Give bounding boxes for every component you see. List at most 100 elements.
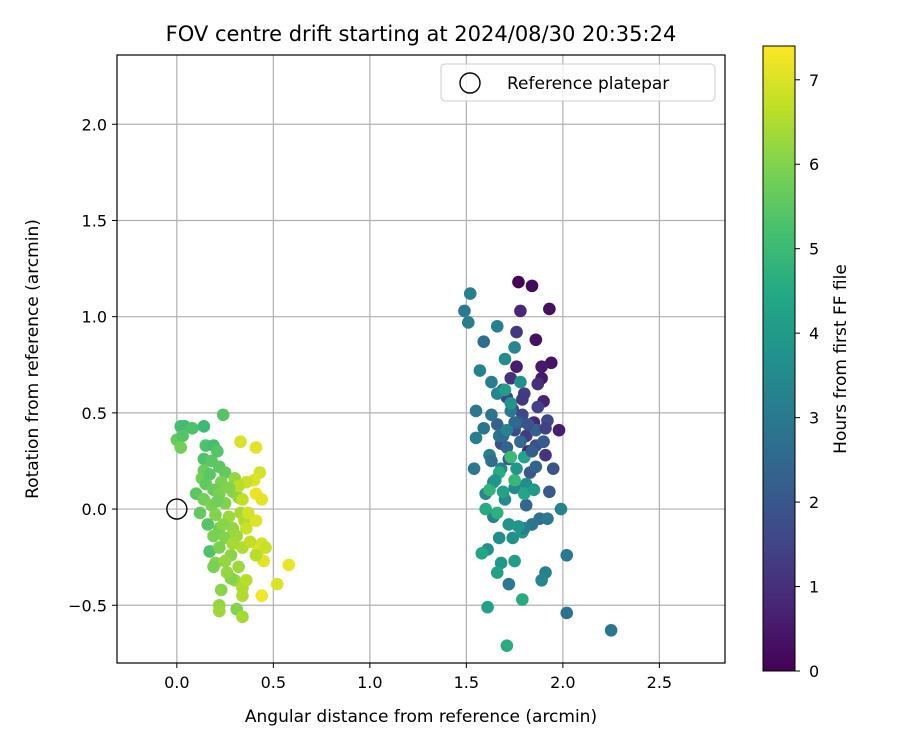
data-point xyxy=(517,487,531,500)
data-point xyxy=(496,485,510,499)
chart-title: FOV centre drift starting at 2024/08/30 … xyxy=(166,22,677,46)
data-point xyxy=(218,466,232,479)
data-point xyxy=(207,560,220,574)
data-point xyxy=(232,560,245,574)
data-point xyxy=(492,531,506,545)
data-point xyxy=(508,473,521,487)
data-point xyxy=(560,606,574,620)
data-point xyxy=(259,541,272,554)
data-point xyxy=(500,423,514,437)
data-point xyxy=(512,520,525,533)
data-point xyxy=(255,493,269,506)
data-point xyxy=(174,441,187,454)
data-point xyxy=(197,420,211,433)
data-point xyxy=(236,493,249,506)
data-point xyxy=(514,304,527,318)
data-point xyxy=(506,531,519,545)
data-point xyxy=(498,352,512,366)
y-axis-label: Rotation from reference (arcmin) xyxy=(23,219,43,499)
data-point xyxy=(236,589,249,602)
reference-platepar-marker xyxy=(166,498,188,520)
data-point xyxy=(241,506,255,520)
data-point xyxy=(479,502,492,516)
legend: Reference platepar xyxy=(440,63,716,102)
data-point xyxy=(467,462,481,475)
y-tick-label: 1.0 xyxy=(82,308,107,327)
data-point xyxy=(552,423,566,437)
data-point xyxy=(207,529,220,543)
colorbar: 0 1 2 3 4 5 6 7 Hours from first FF file xyxy=(762,45,851,681)
data-point xyxy=(554,502,568,516)
data-point xyxy=(543,485,556,499)
data-point xyxy=(473,364,487,377)
data-point xyxy=(510,325,523,339)
data-point xyxy=(498,383,512,397)
data-point xyxy=(560,548,574,562)
data-point xyxy=(249,441,263,454)
data-point xyxy=(504,371,518,385)
data-point xyxy=(525,279,539,293)
data-point xyxy=(535,573,548,587)
data-point xyxy=(463,287,477,300)
data-point xyxy=(529,460,543,474)
data-point xyxy=(203,468,216,481)
plot-frame xyxy=(116,54,726,664)
colorbar-tick-label: 0 xyxy=(809,662,819,681)
data-points xyxy=(170,275,618,652)
data-point xyxy=(500,639,514,652)
data-point xyxy=(185,421,199,435)
y-tick-label: 1.5 xyxy=(82,211,107,230)
x-tick-label: 0.5 xyxy=(261,673,286,692)
data-point xyxy=(514,435,527,449)
data-point xyxy=(537,435,550,449)
data-point xyxy=(494,556,508,570)
data-point xyxy=(212,541,226,554)
colorbar-gradient xyxy=(762,45,796,672)
data-point xyxy=(535,360,548,373)
data-point xyxy=(485,375,498,389)
data-point xyxy=(483,483,496,497)
y-tick-label: −0.5 xyxy=(68,596,107,615)
data-point xyxy=(544,356,558,370)
data-point xyxy=(514,375,527,389)
data-point xyxy=(203,545,216,558)
data-point xyxy=(508,554,521,568)
data-point xyxy=(218,554,232,568)
data-point xyxy=(475,547,489,560)
data-point xyxy=(458,304,471,318)
x-axis-ticks: 0.0 0.5 1.0 1.5 2.0 2.5 xyxy=(164,663,672,692)
colorbar-ticks: 0 1 2 3 4 5 6 7 xyxy=(795,71,819,681)
legend-box xyxy=(440,63,716,102)
data-point xyxy=(461,316,475,329)
data-point xyxy=(604,623,618,637)
data-point xyxy=(502,577,516,591)
data-point xyxy=(490,566,504,579)
colorbar-tick-label: 4 xyxy=(809,324,819,343)
data-point xyxy=(502,518,516,531)
data-point xyxy=(485,408,498,422)
data-point xyxy=(193,506,207,520)
data-point xyxy=(214,583,228,597)
data-point xyxy=(212,604,226,618)
grid-lines xyxy=(117,55,725,663)
colorbar-label: Hours from first FF file xyxy=(831,264,851,454)
legend-entry-label: Reference platepar xyxy=(507,74,669,94)
x-tick-label: 1.5 xyxy=(454,673,479,692)
data-point xyxy=(232,479,245,493)
y-tick-label: 0.5 xyxy=(82,404,107,423)
data-point xyxy=(510,360,523,373)
data-point xyxy=(477,421,491,435)
data-point xyxy=(249,514,263,527)
data-point xyxy=(489,473,502,487)
data-point xyxy=(236,610,249,624)
colorbar-tick-label: 2 xyxy=(809,493,819,512)
data-point xyxy=(490,418,504,431)
x-axis-label: Angular distance from reference (arcmin) xyxy=(245,707,597,727)
x-tick-label: 0.0 xyxy=(164,673,189,692)
data-point xyxy=(485,454,498,468)
data-point xyxy=(543,302,556,316)
data-point xyxy=(490,319,504,333)
data-point xyxy=(211,445,224,458)
data-point xyxy=(510,462,523,475)
data-point xyxy=(216,408,230,422)
